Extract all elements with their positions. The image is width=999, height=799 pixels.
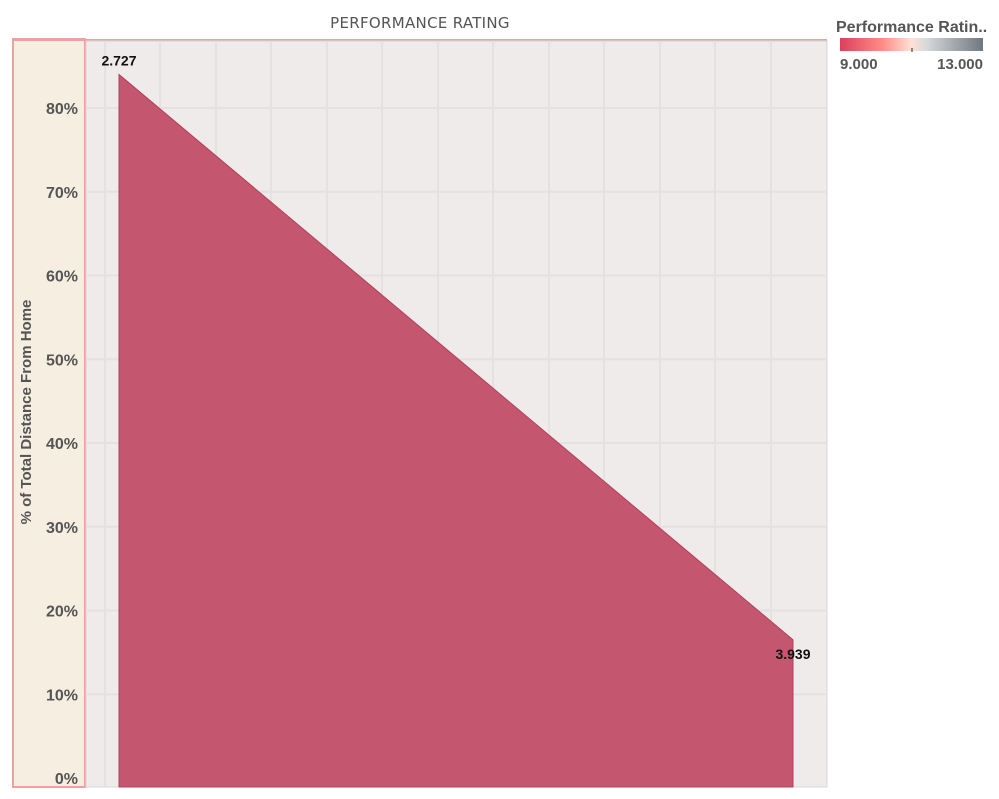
legend-max-label: 13.000 xyxy=(937,56,983,73)
chart-title: PERFORMANCE RATING xyxy=(330,14,510,32)
y-tick-label: 0% xyxy=(55,771,78,788)
legend-gradient-bar xyxy=(840,38,983,51)
y-tick-label: 50% xyxy=(46,352,78,369)
y-tick-label: 30% xyxy=(46,520,78,537)
y-tick-label: 60% xyxy=(46,269,78,286)
data-label: 3.939 xyxy=(775,646,810,662)
data-labels: 2.727 3.939 xyxy=(101,53,810,662)
y-axis-title: % of Total Distance From Home xyxy=(18,300,35,525)
y-tick-label: 70% xyxy=(46,185,78,202)
data-label: 2.727 xyxy=(101,53,136,69)
color-legend[interactable]: Performance Ratin.. 9.000 13.000 xyxy=(836,19,987,73)
y-tick-label: 80% xyxy=(46,101,78,118)
y-tick-label: 20% xyxy=(46,604,78,621)
y-axis-ticks: 0% 10% 20% 30% 40% 50% 60% 70% 80% xyxy=(46,101,78,788)
y-tick-label: 40% xyxy=(46,436,78,453)
legend-title: Performance Ratin.. xyxy=(836,19,987,36)
y-tick-label: 10% xyxy=(46,687,78,704)
area-series[interactable] xyxy=(118,73,794,788)
y-axis-pane[interactable] xyxy=(12,38,86,788)
legend-min-label: 9.000 xyxy=(840,56,878,73)
